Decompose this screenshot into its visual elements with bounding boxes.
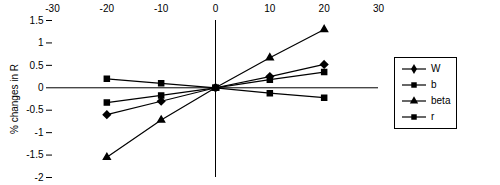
svg-text:-0.5: -0.5 (26, 104, 44, 115)
svg-text:% changes in R: % changes in R (9, 64, 20, 134)
svg-text:1.5: 1.5 (30, 15, 44, 26)
svg-text:-20: -20 (100, 3, 115, 14)
html-text:W: W (431, 63, 441, 74)
svg-text:0.5: 0.5 (30, 60, 44, 71)
html-text:r: r (431, 111, 435, 122)
svg-text:-1.5: -1.5 (26, 149, 44, 160)
svg-text:-10: -10 (154, 3, 169, 14)
svg-text:1: 1 (38, 37, 44, 48)
svg-text:-1: -1 (35, 127, 44, 138)
html-text:beta: beta (431, 95, 451, 106)
svg-text:-2: -2 (35, 172, 44, 183)
svg-text:0: 0 (213, 3, 219, 14)
svg-text:30: 30 (373, 3, 385, 14)
html-text:b: b (431, 79, 437, 90)
svg-text:10: 10 (264, 3, 276, 14)
svg-text:0: 0 (38, 82, 44, 93)
svg-text:-30: -30 (45, 3, 60, 14)
svg-text:20: 20 (319, 3, 331, 14)
